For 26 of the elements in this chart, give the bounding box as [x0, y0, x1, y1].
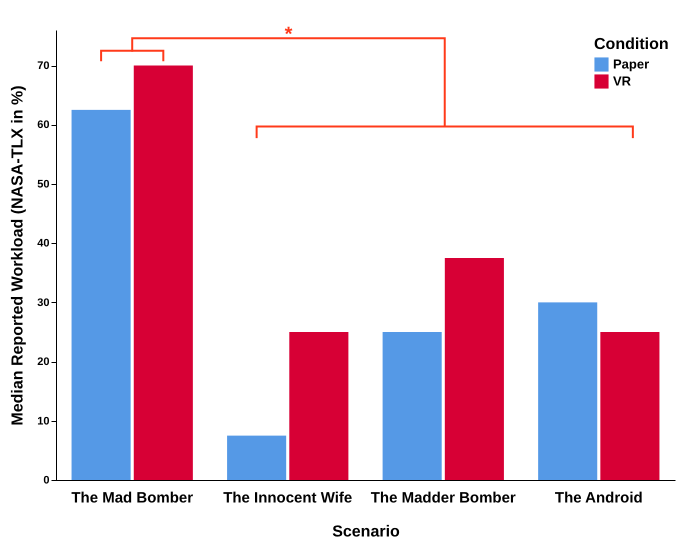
x-tick-label: The Madder Bomber: [370, 490, 516, 506]
bar: [227, 436, 286, 480]
bar: [600, 332, 660, 480]
x-tick-label: The Mad Bomber: [71, 490, 194, 506]
y-tick-label: 70: [37, 60, 50, 72]
y-tick-label: 50: [37, 178, 50, 190]
y-tick-label: 60: [37, 119, 50, 132]
y-tick-label: 20: [37, 356, 50, 368]
y-tick-label: 0: [43, 474, 50, 486]
bar: [382, 332, 442, 480]
annotation: *: [284, 23, 293, 46]
legend-title: Condition: [594, 36, 669, 53]
y-tick-label: 30: [37, 296, 50, 309]
y-axis-title: Median Reported Workload (NASA-TLX in %): [9, 85, 26, 426]
bar: [134, 66, 193, 480]
bar: [289, 332, 348, 480]
x-tick-label: The Innocent Wife: [223, 490, 352, 506]
x-tick-label: The Android: [554, 490, 643, 506]
bar: [72, 110, 131, 480]
bar: [538, 302, 598, 480]
bar: [444, 258, 504, 480]
y-tick-label: 40: [37, 238, 50, 250]
y-tick-label: 10: [37, 415, 50, 428]
legend-label: VR: [613, 74, 632, 88]
legend-label: Paper: [613, 56, 650, 72]
x-axis-title: Scenario: [332, 524, 400, 540]
